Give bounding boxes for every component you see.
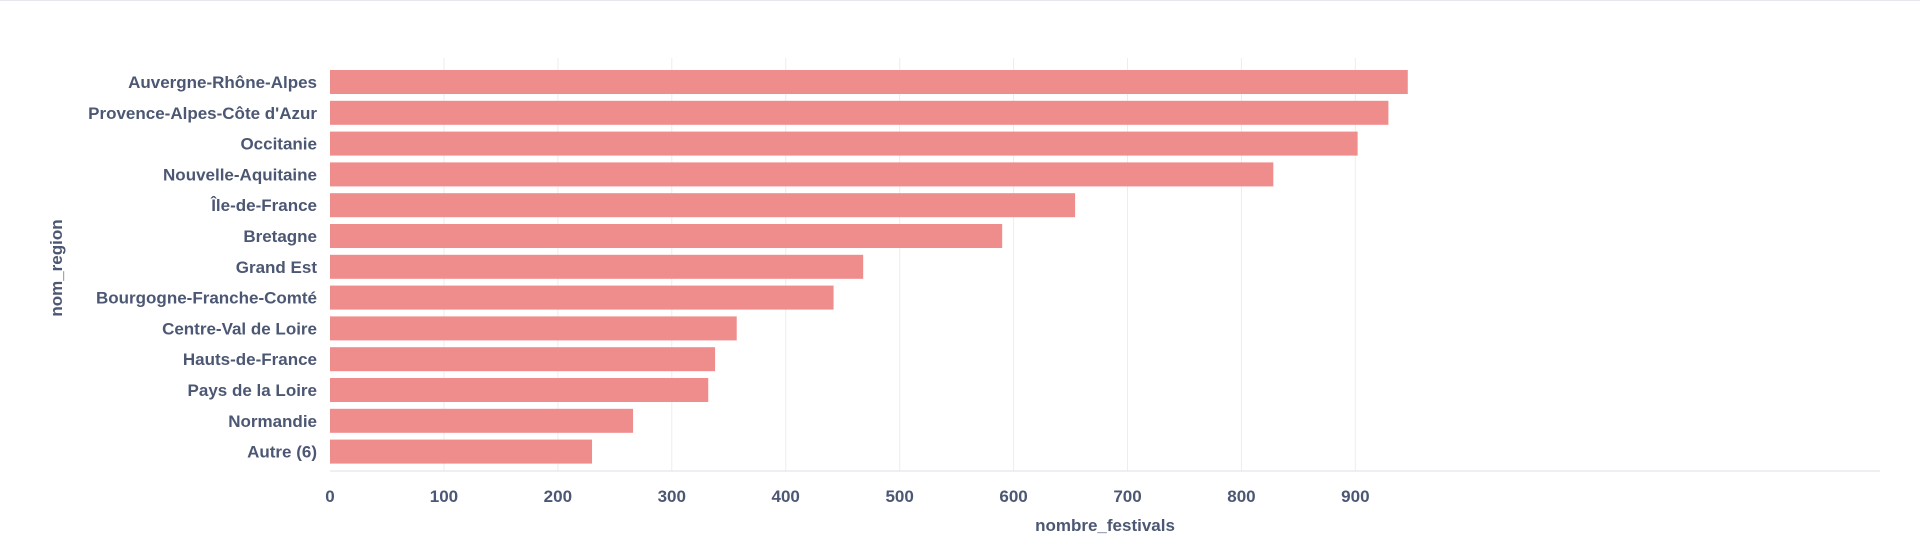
bar[interactable]: [330, 162, 1274, 187]
category-label: Grand Est: [236, 258, 318, 277]
category-label: Hauts-de-France: [183, 350, 317, 369]
category-label: Île-de-France: [210, 196, 317, 215]
x-tick-label: 400: [772, 487, 800, 506]
category-label: Nouvelle-Aquitaine: [163, 165, 317, 184]
bar[interactable]: [330, 70, 1408, 94]
bars: [330, 70, 1408, 464]
x-tick-label: 500: [885, 487, 913, 506]
bar[interactable]: [330, 347, 716, 372]
x-tick-label: 200: [544, 487, 572, 506]
bar[interactable]: [330, 193, 1076, 218]
x-tick-label: 0: [325, 487, 334, 506]
top-divider: [0, 0, 1920, 1]
bar[interactable]: [330, 316, 737, 341]
x-tick-label: 900: [1341, 487, 1369, 506]
category-label: Bourgogne-Franche-Comté: [96, 289, 317, 308]
bar[interactable]: [330, 131, 1358, 156]
x-tick-label: 600: [999, 487, 1027, 506]
bar[interactable]: [330, 408, 634, 433]
x-axis-title: nombre_festivals: [1035, 516, 1175, 535]
category-label: Provence-Alpes-Côte d'Azur: [88, 104, 317, 123]
category-label: Normandie: [228, 412, 317, 431]
y-axis-title: nom_region: [47, 219, 66, 316]
bar[interactable]: [330, 378, 709, 402]
x-tick-labels: 0 100 200 300 400 500 600 700 800 900: [325, 487, 1369, 506]
category-label: Auvergne-Rhône-Alpes: [128, 73, 317, 92]
x-tick-label: 700: [1113, 487, 1141, 506]
bar[interactable]: [330, 254, 864, 279]
x-tick-label: 300: [658, 487, 686, 506]
grid-lines: [443, 58, 1356, 471]
category-labels: Auvergne-Rhône-Alpes Provence-Alpes-Côte …: [88, 73, 317, 462]
category-label: Autre (6): [247, 443, 317, 462]
x-tick-label: 800: [1227, 487, 1255, 506]
category-label: Occitanie: [240, 135, 317, 154]
category-label: Centre-Val de Loire: [162, 319, 317, 338]
category-label: Pays de la Loire: [188, 381, 317, 400]
bar[interactable]: [330, 439, 593, 464]
bar[interactable]: [330, 100, 1389, 125]
bar[interactable]: [330, 285, 834, 310]
bar[interactable]: [330, 224, 1003, 248]
x-tick-label: 100: [430, 487, 458, 506]
category-label: Bretagne: [243, 227, 317, 246]
